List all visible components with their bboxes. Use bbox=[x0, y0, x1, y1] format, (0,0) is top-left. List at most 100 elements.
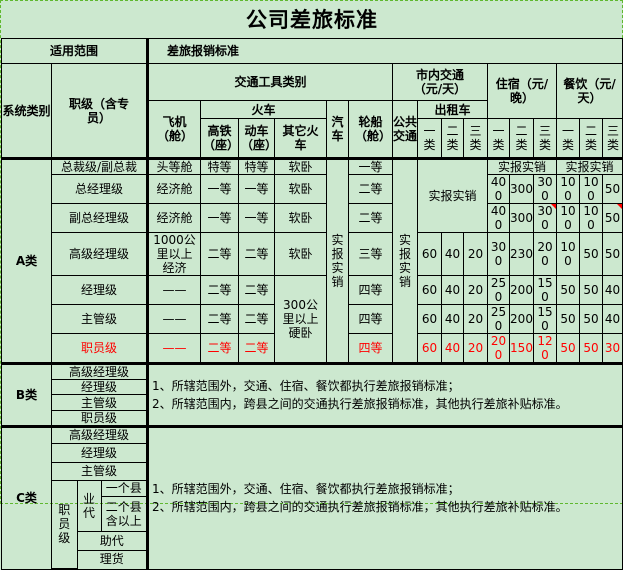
taxi-class-3[interactable]: 三类 bbox=[463, 118, 488, 159]
hotel-class-2[interactable]: 二类 bbox=[509, 118, 534, 159]
hsr-header[interactable]: 高铁（座） bbox=[200, 118, 239, 159]
hotel-class-1[interactable]: 一类 bbox=[487, 118, 510, 159]
hotel-cell[interactable]: 300 bbox=[509, 174, 534, 204]
meal-cell[interactable]: 100 bbox=[579, 203, 603, 233]
hsr-cell[interactable]: 二等 bbox=[200, 333, 239, 364]
transport-header[interactable]: 交通工具类别 bbox=[147, 63, 393, 101]
sales-rep-cell[interactable]: 业代 bbox=[76, 479, 102, 532]
plane-cell[interactable]: 经济舱 bbox=[147, 203, 201, 233]
level-cell[interactable]: 总裁级/副总裁 bbox=[51, 157, 149, 175]
ship-cell[interactable]: 二等 bbox=[348, 203, 393, 233]
ship-cell[interactable]: 四等 bbox=[348, 275, 393, 305]
section-b-notes[interactable]: 1、所辖范围外，交通、住宿、餐饮都执行差旅报销标准； 2、所辖范围内，跨县之间的… bbox=[146, 362, 623, 427]
emu-header[interactable]: 动车（座） bbox=[238, 118, 275, 159]
hotel-cell[interactable]: 300 bbox=[487, 232, 510, 276]
staff-level-cell[interactable]: 职员级 bbox=[52, 479, 78, 569]
hsr-cell[interactable]: 一等 bbox=[200, 203, 239, 233]
meal-cell[interactable]: 50 bbox=[579, 333, 603, 364]
public-transport-header[interactable]: 公共交通 bbox=[392, 100, 418, 159]
merchandiser-cell[interactable]: 理货 bbox=[77, 549, 145, 568]
ship-cell[interactable]: 四等 bbox=[348, 333, 393, 364]
level-cell[interactable]: 高级经理级 bbox=[51, 362, 149, 380]
emu-cell[interactable]: 二等 bbox=[238, 304, 275, 334]
meal-cell[interactable]: 50 bbox=[556, 304, 580, 334]
hsr-cell[interactable]: 特等 bbox=[200, 157, 239, 175]
level-header[interactable]: 职级（含专员） bbox=[51, 63, 149, 159]
meal-cell[interactable]: 50 bbox=[601, 174, 623, 204]
system-type-header[interactable]: 系统类别 bbox=[1, 63, 52, 159]
plane-header[interactable]: 飞机（舱） bbox=[147, 100, 201, 159]
taxi-cell[interactable]: 40 bbox=[441, 304, 464, 334]
bus-cell[interactable]: 实报实销 bbox=[326, 157, 349, 364]
other-train-cell[interactable]: 软卧 bbox=[274, 203, 327, 233]
plane-cell[interactable]: —— bbox=[147, 304, 201, 334]
level-cell[interactable]: 经理级 bbox=[51, 379, 149, 395]
meal-cell[interactable]: 50 bbox=[601, 232, 623, 276]
hotel-cell[interactable]: 400 bbox=[487, 203, 510, 233]
scope-header[interactable]: 适用范围 bbox=[1, 38, 149, 64]
level-cell[interactable]: 经理级 bbox=[52, 442, 145, 463]
meal-class-1[interactable]: 一类 bbox=[556, 118, 580, 159]
ship-cell[interactable]: 二等 bbox=[348, 174, 393, 204]
plane-cell[interactable]: 头等舱 bbox=[147, 157, 201, 175]
section-c-label[interactable]: C类 bbox=[1, 425, 52, 570]
level-cell[interactable]: 经理级 bbox=[51, 275, 149, 305]
one-county-cell[interactable]: 一个县 bbox=[100, 479, 145, 497]
plane-cell[interactable]: —— bbox=[147, 275, 201, 305]
emu-cell[interactable]: 二等 bbox=[238, 275, 275, 305]
taxi-class-2[interactable]: 二类 bbox=[441, 118, 464, 159]
hotel-cell[interactable]: 300 bbox=[533, 203, 557, 233]
other-train-merged-cell[interactable]: 300公里以上硬卧 bbox=[274, 275, 327, 364]
hotel-cell[interactable]: 200 bbox=[509, 275, 534, 305]
other-train-header[interactable]: 其它火车 bbox=[274, 118, 327, 159]
emu-cell[interactable]: 一等 bbox=[238, 203, 275, 233]
taxi-cell[interactable]: 60 bbox=[417, 275, 442, 305]
meal-cell[interactable]: 100 bbox=[556, 232, 580, 276]
hsr-cell[interactable]: 二等 bbox=[200, 275, 239, 305]
taxi-cell[interactable]: 20 bbox=[463, 232, 488, 276]
ship-header[interactable]: 轮船（舱） bbox=[348, 100, 393, 159]
hotel-cell[interactable]: 400 bbox=[487, 174, 510, 204]
taxi-cell[interactable]: 20 bbox=[463, 333, 488, 364]
plane-cell[interactable]: —— bbox=[147, 333, 201, 364]
hotel-cell[interactable]: 120 bbox=[533, 333, 557, 364]
emu-cell[interactable]: 特等 bbox=[238, 157, 275, 175]
meal-cell[interactable]: 50 bbox=[579, 304, 603, 334]
other-train-cell[interactable]: 软卧 bbox=[274, 174, 327, 204]
level-cell[interactable]: 职员级 bbox=[51, 410, 149, 427]
plane-cell[interactable]: 1000公里以上经济 bbox=[147, 232, 201, 276]
plane-cell[interactable]: 经济舱 bbox=[147, 174, 201, 204]
hotel-cell[interactable]: 250 bbox=[487, 275, 510, 305]
level-cell[interactable]: 高级经理级 bbox=[52, 429, 145, 444]
reimbursement-header[interactable]: 差旅报销标准 bbox=[146, 38, 623, 64]
section-a-label[interactable]: A类 bbox=[1, 157, 52, 364]
assistant-rep-cell[interactable]: 助代 bbox=[77, 530, 145, 551]
other-train-cell[interactable]: 软卧 bbox=[274, 232, 327, 276]
section-b-label[interactable]: B类 bbox=[1, 362, 52, 427]
level-cell[interactable]: 主管级 bbox=[51, 304, 149, 334]
level-cell[interactable]: 主管级 bbox=[52, 461, 145, 481]
train-header[interactable]: 火车 bbox=[200, 100, 327, 119]
public-transport-cell[interactable]: 实报实销 bbox=[392, 157, 418, 364]
ship-cell[interactable]: 四等 bbox=[348, 304, 393, 334]
hotel-cell[interactable]: 300 bbox=[533, 174, 557, 204]
taxi-header[interactable]: 出租车 bbox=[417, 100, 488, 119]
hsr-cell[interactable]: 一等 bbox=[200, 174, 239, 204]
emu-cell[interactable]: 二等 bbox=[238, 232, 275, 276]
taxi-cell[interactable]: 60 bbox=[417, 304, 442, 334]
taxi-merged-cell[interactable]: 实报实销 bbox=[417, 157, 488, 233]
meal-header[interactable]: 餐饮（元/天） bbox=[555, 63, 623, 119]
hotel-cell[interactable]: 150 bbox=[509, 333, 534, 364]
meal-cell[interactable]: 50 bbox=[579, 275, 603, 305]
hotel-class-3[interactable]: 三类 bbox=[533, 118, 557, 159]
taxi-cell[interactable]: 40 bbox=[441, 232, 464, 276]
hotel-cell[interactable]: 200 bbox=[533, 232, 557, 276]
hotel-cell[interactable]: 250 bbox=[487, 304, 510, 334]
taxi-cell[interactable]: 20 bbox=[463, 275, 488, 305]
meal-cell[interactable]: 50 bbox=[556, 333, 580, 364]
emu-cell[interactable]: 一等 bbox=[238, 174, 275, 204]
bus-header[interactable]: 汽车 bbox=[326, 100, 349, 159]
hotel-cell[interactable]: 150 bbox=[533, 304, 557, 334]
emu-cell[interactable]: 二等 bbox=[238, 333, 275, 364]
level-cell[interactable]: 职员级 bbox=[51, 333, 149, 364]
